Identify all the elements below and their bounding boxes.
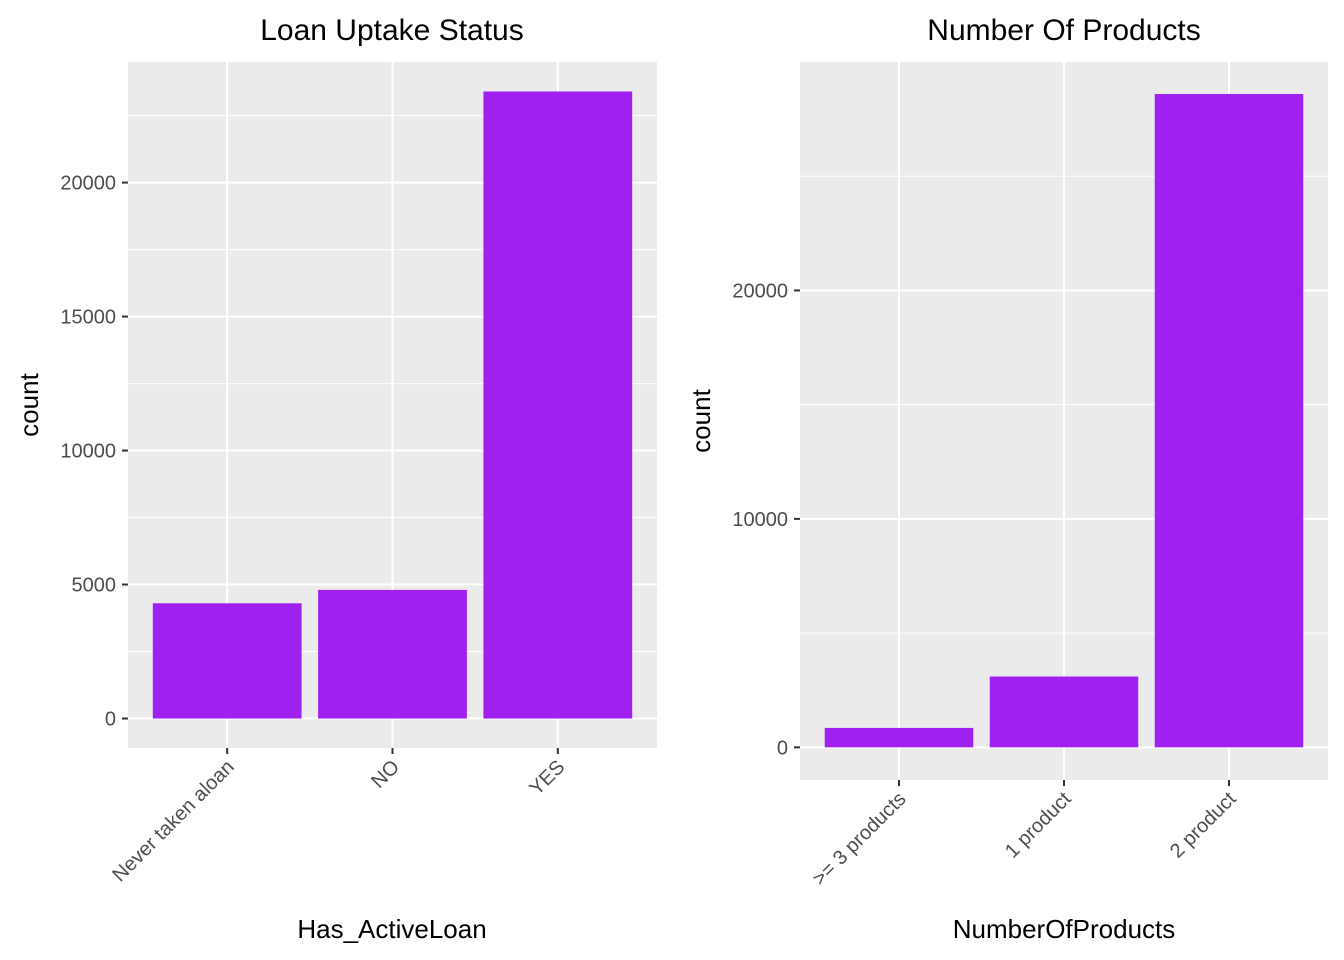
x-axis-title: NumberOfProducts (953, 914, 1176, 944)
y-tick-label: 20000 (732, 280, 788, 302)
y-tick-label: 20000 (60, 173, 116, 195)
y-tick-label: 0 (105, 709, 116, 731)
x-tick-label: 1 product (1001, 788, 1076, 863)
y-tick-label: 10000 (60, 441, 116, 463)
x-tick-label: 2 product (1166, 788, 1241, 863)
x-tick-label: NO (367, 756, 404, 793)
chart-title: Number Of Products (927, 14, 1200, 47)
x-axis-title: Has_ActiveLoan (297, 914, 486, 944)
bar (824, 727, 974, 748)
chart-number-of-products: Number Of Products 0 10000 20000 >= 3 produ… (686, 14, 1328, 944)
y-tick-label: 10000 (732, 509, 788, 531)
bar (152, 603, 302, 719)
y-tick-label: 5000 (72, 575, 117, 597)
bar (483, 91, 633, 719)
bar (318, 589, 467, 719)
y-tick-label: 15000 (60, 307, 116, 329)
y-axis-title: count (14, 372, 44, 436)
bar (989, 676, 1139, 748)
x-tick-label: >= 3 products (808, 788, 910, 890)
x-tick-label: Never taken aloan (108, 756, 238, 886)
chart-loan-uptake: Loan Uptake Status 0 5000 10000 15000 20000 N… (14, 14, 657, 944)
bar (1154, 93, 1304, 748)
x-tick-label: YES (525, 756, 569, 800)
y-axis-title: count (686, 388, 716, 452)
y-tick-label: 0 (777, 737, 788, 759)
chart-title: Loan Uptake Status (260, 14, 524, 47)
